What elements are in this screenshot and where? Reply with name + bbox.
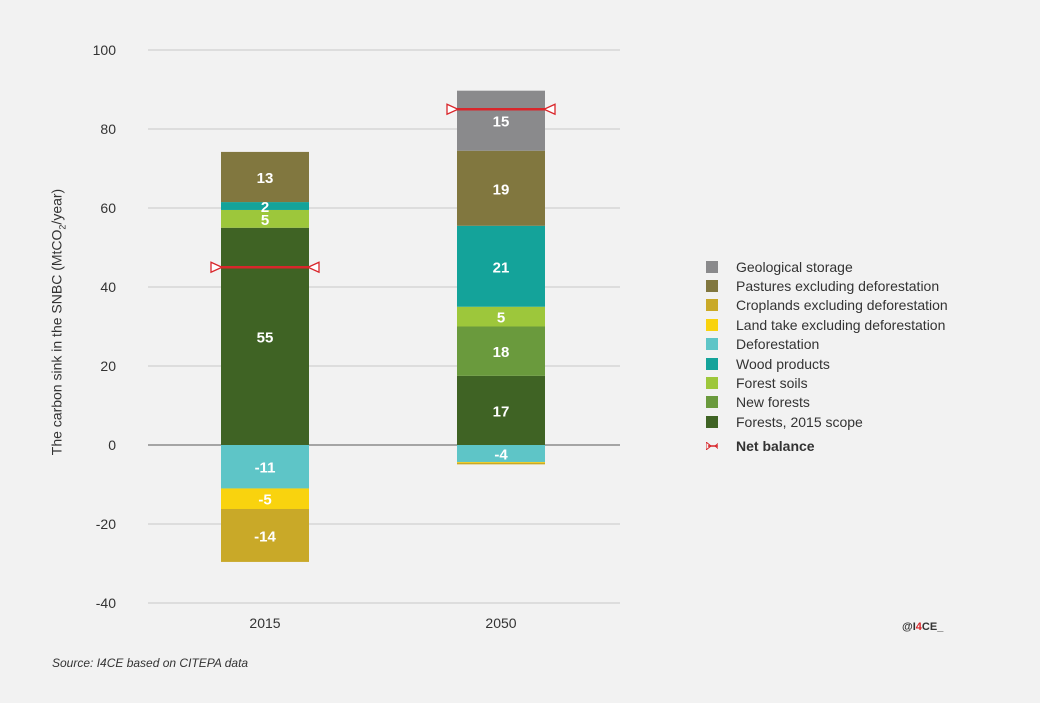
source-note: Source: I4CE based on CITEPA data <box>52 656 249 670</box>
bar-segment <box>457 306 545 327</box>
legend-item-net-balance: Net balance <box>706 437 948 456</box>
net-balance-icon <box>706 442 718 451</box>
data-label: 19 <box>493 181 510 198</box>
data-label: -14 <box>254 528 276 545</box>
legend-label: Croplands excluding deforestation <box>736 297 948 314</box>
y-tick-label: 80 <box>100 121 116 137</box>
data-label: 18 <box>493 344 510 361</box>
legend-swatch <box>706 396 718 409</box>
data-label: 15 <box>493 114 510 131</box>
legend-swatch <box>706 357 718 370</box>
brand-handle: @I4CE_ <box>902 621 944 633</box>
legend-item: New forests <box>706 393 948 412</box>
bar-segment <box>457 445 545 462</box>
bar-segment <box>457 150 545 226</box>
legend-item: Wood products <box>706 354 948 373</box>
data-label: 5 <box>261 212 269 229</box>
legend-swatch <box>706 338 718 351</box>
net-balance-marker <box>306 261 320 274</box>
legend-item: Deforestation <box>706 335 948 354</box>
y-tick-label: -40 <box>96 595 116 611</box>
legend-label: New forests <box>736 394 810 411</box>
bar-segment <box>221 209 309 228</box>
x-tick-label: 2015 <box>249 615 280 631</box>
legend-item: Forest soils <box>706 373 948 392</box>
y-tick-label: 100 <box>93 42 117 58</box>
legend-swatch <box>706 415 718 428</box>
legend-label: Land take excluding deforestation <box>736 316 946 333</box>
y-axis-label: The carbon sink in the SNBC (MtCO2/year) <box>48 188 68 456</box>
data-label: 2 <box>261 199 269 216</box>
legend-label: Deforestation <box>736 336 820 353</box>
bar-segment <box>221 202 309 210</box>
legend-label: Geological storage <box>736 258 853 275</box>
legend-item: Land take excluding deforestation <box>706 315 948 334</box>
bar-segment <box>457 462 545 465</box>
legend-item: Croplands excluding deforestation <box>706 296 948 315</box>
data-label: -4 <box>494 446 508 463</box>
bar-segment <box>457 90 545 151</box>
legend-swatch <box>706 377 718 390</box>
data-label: -11 <box>255 460 276 477</box>
bar-segment <box>221 227 309 445</box>
bar-segment <box>221 508 309 562</box>
data-label: 21 <box>493 259 510 276</box>
legend-item: Pastures excluding deforestation <box>706 276 948 295</box>
bar-segment <box>221 445 309 489</box>
legend-swatch <box>706 280 718 293</box>
data-label: 55 <box>257 329 274 346</box>
net-balance-marker <box>446 103 460 116</box>
bar-segment <box>221 151 309 203</box>
legend-label: Wood products <box>736 355 830 372</box>
legend-label: Forest soils <box>736 375 808 392</box>
data-label: 17 <box>493 403 510 420</box>
legend-item: Forests, 2015 scope <box>706 412 948 431</box>
legend-label: Forests, 2015 scope <box>736 413 863 430</box>
legend-swatch <box>706 260 718 273</box>
bar-segment <box>457 375 545 445</box>
net-balance-marker <box>210 261 224 274</box>
y-tick-label: -20 <box>96 516 116 532</box>
net-balance-marker <box>542 103 556 116</box>
y-tick-label: 20 <box>100 358 116 374</box>
bar-segment <box>457 225 545 307</box>
legend-label: Pastures excluding deforestation <box>736 278 940 295</box>
legend-swatch <box>706 299 718 312</box>
y-tick-label: 40 <box>100 279 116 295</box>
bar-segment <box>221 488 309 509</box>
data-label: -5 <box>258 492 271 509</box>
data-label: 5 <box>497 310 505 327</box>
legend-label: Net balance <box>736 438 815 455</box>
bar-segment <box>457 461 545 463</box>
legend-item: Geological storage <box>706 257 948 276</box>
legend-swatch <box>706 318 718 331</box>
data-label: 13 <box>257 170 274 187</box>
x-tick-label: 2050 <box>485 615 516 631</box>
y-tick-label: 60 <box>100 200 116 216</box>
legend: Geological storage Pastures excluding def… <box>706 257 948 456</box>
bar-segment <box>457 326 545 376</box>
y-tick-label: 0 <box>108 437 116 453</box>
